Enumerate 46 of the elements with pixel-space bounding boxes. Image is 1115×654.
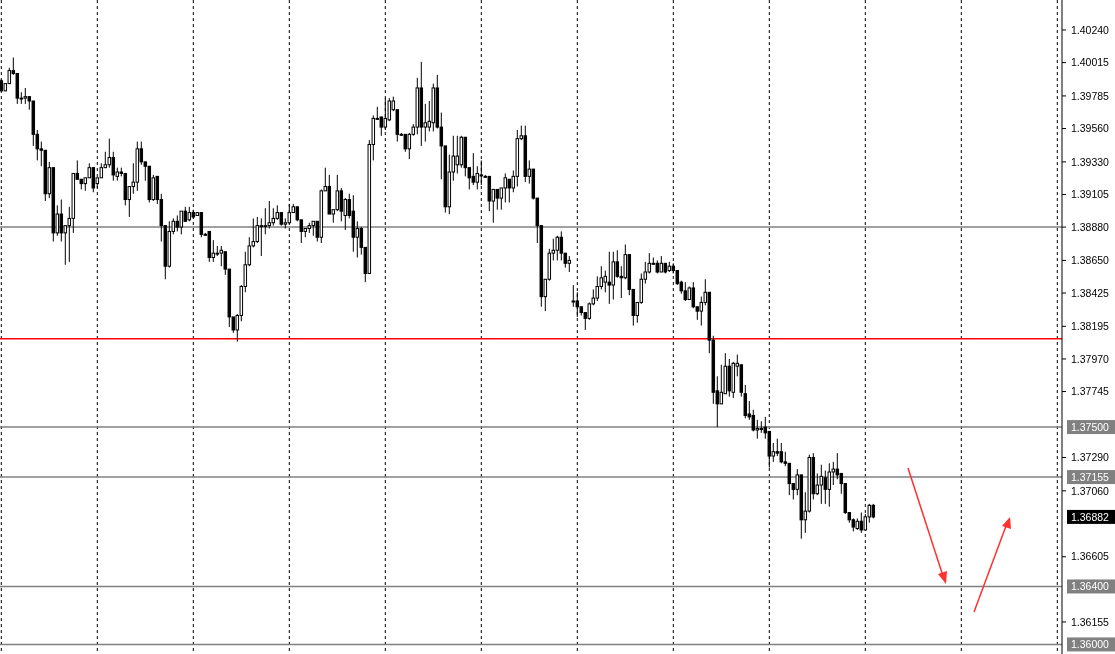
y-tick-label: 1.40240 bbox=[1071, 23, 1110, 36]
candlestick bbox=[595, 275, 600, 302]
candlestick bbox=[691, 281, 696, 309]
y-tick-label: 1.36605 bbox=[1071, 550, 1110, 563]
candlestick bbox=[255, 216, 260, 244]
y-tick-label: 1.37970 bbox=[1071, 352, 1110, 365]
candlestick bbox=[179, 210, 184, 235]
candlestick bbox=[607, 251, 612, 305]
ref-line-label: 1.36400 bbox=[1071, 580, 1110, 593]
candlestick bbox=[219, 245, 224, 267]
candlestick bbox=[779, 442, 784, 464]
ref-line-label: 1.37500 bbox=[1071, 420, 1110, 433]
y-tick-label: 1.39330 bbox=[1071, 155, 1110, 168]
y-tick-label: 1.37290 bbox=[1071, 451, 1110, 464]
candlestick bbox=[335, 174, 340, 212]
candlestick bbox=[507, 178, 512, 203]
y-tick-label: 1.36155 bbox=[1071, 615, 1110, 628]
y-tick-label: 1.39105 bbox=[1071, 188, 1110, 201]
y-tick-label: 1.38195 bbox=[1071, 320, 1110, 333]
y-tick-label: 1.40015 bbox=[1071, 56, 1110, 69]
candlestick bbox=[259, 217, 264, 257]
y-tick-label: 1.39560 bbox=[1071, 122, 1110, 135]
y-tick-label: 1.38880 bbox=[1071, 220, 1110, 233]
candlestick bbox=[503, 172, 508, 203]
candlestick bbox=[571, 284, 576, 308]
candlestick bbox=[827, 462, 832, 508]
candlestick bbox=[699, 296, 704, 327]
y-tick-label: 1.38425 bbox=[1071, 286, 1110, 299]
y-tick-label: 1.39785 bbox=[1071, 89, 1110, 102]
candlestick bbox=[719, 364, 724, 405]
ref-line-label: 1.37155 bbox=[1071, 470, 1110, 483]
candlestick bbox=[603, 270, 608, 293]
y-tick-label: 1.37745 bbox=[1071, 385, 1110, 398]
candlestick bbox=[743, 384, 748, 419]
candlestick bbox=[471, 152, 476, 186]
candlestick bbox=[555, 235, 560, 261]
candlestick bbox=[611, 251, 616, 301]
candlestick bbox=[263, 207, 268, 235]
candlestick bbox=[819, 464, 824, 505]
text: 1.36882 bbox=[1071, 510, 1110, 523]
candlestick bbox=[559, 230, 564, 261]
candlestick bbox=[59, 199, 64, 243]
y-tick-label: 1.38650 bbox=[1071, 254, 1110, 267]
y-tick-label: 1.37060 bbox=[1071, 484, 1110, 497]
ref-line-label: 1.36000 bbox=[1071, 638, 1110, 651]
candlestick bbox=[495, 188, 500, 211]
